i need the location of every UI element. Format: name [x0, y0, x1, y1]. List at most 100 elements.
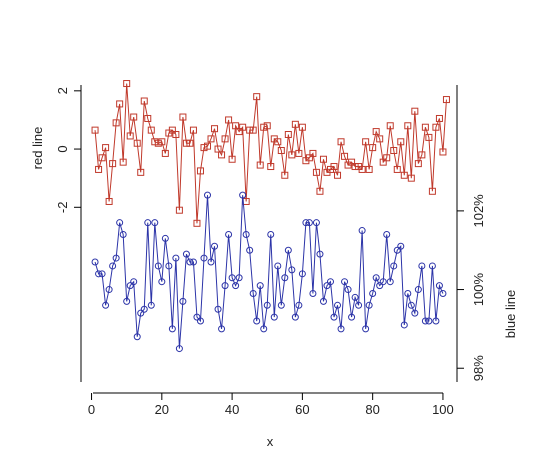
- blue-series-point: [404, 289, 412, 297]
- blue-series-point: [123, 297, 131, 305]
- red-series-point: [439, 148, 447, 156]
- red-series-point: [253, 93, 261, 101]
- blue-series-point: [298, 270, 306, 278]
- right-tick-label: 98%: [471, 355, 486, 381]
- red-series-point: [418, 151, 426, 159]
- right-tick-label: 100%: [471, 272, 486, 306]
- blue-series-point: [105, 286, 113, 294]
- red-series-point: [260, 123, 268, 131]
- blue-series-point: [267, 230, 275, 238]
- blue-series-point: [130, 278, 138, 286]
- blue-series-point: [425, 317, 433, 325]
- x-axis-ticks: 0 20 40 60 80 100: [88, 393, 454, 417]
- x-tick-label: 20: [155, 402, 169, 417]
- blue-series-point: [305, 219, 313, 227]
- red-series-point: [369, 144, 377, 152]
- blue-series-point: [182, 250, 190, 258]
- red-series-point: [341, 152, 349, 160]
- red-series-point: [414, 160, 422, 168]
- red-series-point: [319, 155, 327, 163]
- red-series: [91, 80, 450, 227]
- red-series-point: [147, 126, 155, 134]
- red-series-point: [116, 100, 124, 108]
- red-series-point: [393, 165, 401, 173]
- red-series-point: [330, 163, 338, 171]
- red-series-point: [312, 168, 320, 176]
- blue-series-point: [351, 293, 359, 301]
- red-series-point: [95, 165, 103, 173]
- red-series-point: [263, 122, 271, 130]
- right-tick-label: 102%: [471, 194, 486, 228]
- blue-series: [91, 191, 447, 353]
- red-series-point: [91, 126, 99, 134]
- blue-series-point: [281, 274, 289, 282]
- red-series-point: [386, 122, 394, 130]
- red-series-point: [140, 97, 148, 105]
- red-series-point: [98, 154, 106, 162]
- red-series-point: [288, 151, 296, 159]
- red-series-point: [295, 149, 303, 157]
- blue-series-point: [189, 258, 197, 266]
- red-series-point: [119, 158, 127, 166]
- red-series-point: [168, 126, 176, 134]
- red-series-point: [428, 187, 436, 195]
- red-series-point: [193, 219, 201, 227]
- blue-series-point: [348, 313, 356, 321]
- blue-series-point: [365, 301, 373, 309]
- blue-series-point: [326, 278, 334, 286]
- blue-series-point: [407, 301, 415, 309]
- left-tick-label: 2: [55, 87, 70, 94]
- blue-series-point: [435, 282, 443, 290]
- red-series-point: [214, 145, 222, 153]
- red-series-point: [172, 131, 180, 138]
- red-series-point: [376, 135, 384, 143]
- left-tick-label: -2: [55, 202, 70, 214]
- red-series-point: [277, 147, 285, 155]
- x-tick-label: 0: [88, 402, 95, 417]
- blue-series-point: [253, 317, 261, 325]
- x-axis-title: x: [267, 434, 274, 449]
- red-series-point: [442, 96, 450, 104]
- red-series-point: [151, 138, 159, 146]
- blue-series-point: [334, 301, 342, 309]
- blue-series-point: [225, 230, 233, 238]
- red-series-point: [305, 154, 313, 162]
- red-series-point: [337, 138, 345, 146]
- left-axis-title: red line: [30, 127, 45, 170]
- red-series-point: [284, 131, 292, 138]
- red-series-point: [196, 167, 204, 175]
- blue-series-point: [158, 278, 166, 286]
- blue-series-point: [200, 254, 208, 262]
- red-series-point: [432, 123, 440, 131]
- blue-series-point: [256, 282, 264, 290]
- blue-series-point: [284, 246, 292, 254]
- blue-series-point: [418, 262, 426, 270]
- blue-series-point: [228, 274, 236, 282]
- blue-series-point: [144, 219, 152, 227]
- blue-series-point: [147, 301, 155, 309]
- blue-series-point: [397, 242, 405, 250]
- red-series-point: [421, 123, 429, 131]
- blue-series-point: [218, 325, 226, 333]
- blue-series-point: [172, 254, 180, 262]
- red-series-point: [189, 126, 197, 134]
- red-series-point: [204, 142, 212, 150]
- red-series-point: [351, 163, 359, 171]
- blue-series-point: [214, 305, 222, 313]
- blue-series-point: [235, 274, 243, 282]
- red-series-point: [200, 144, 208, 152]
- blue-series-point: [91, 258, 99, 266]
- blue-series-point: [151, 219, 159, 227]
- blue-series-point: [232, 282, 240, 290]
- blue-series-point: [372, 274, 380, 282]
- blue-series-point: [355, 301, 363, 309]
- blue-series-point: [337, 325, 345, 333]
- red-series-point: [256, 161, 264, 169]
- red-series-point: [383, 154, 391, 162]
- red-series-point: [246, 126, 254, 134]
- blue-series-point: [168, 325, 176, 333]
- red-series-point: [133, 139, 141, 147]
- red-series-point: [362, 138, 370, 146]
- blue-series-point: [249, 289, 257, 297]
